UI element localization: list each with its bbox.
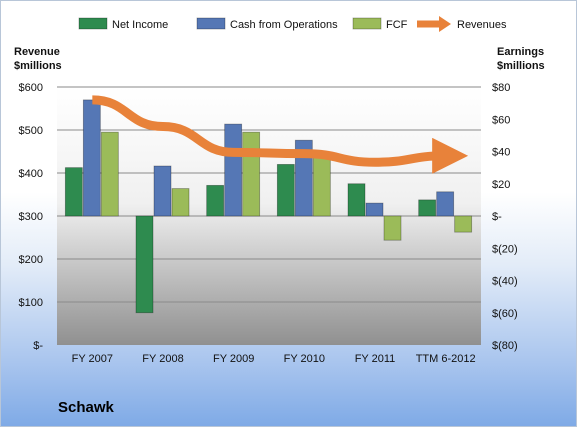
revenue-line: [92, 95, 469, 174]
bar-cash-from-operations: [153, 165, 172, 217]
bar-cash-from-operations: [224, 123, 243, 217]
x-tick-label: FY 2009: [213, 353, 254, 365]
x-tick-label: FY 2010: [284, 353, 325, 365]
bar-cash-from-operations: [436, 191, 455, 217]
legend-arrow-icon: [439, 16, 451, 32]
left-axis-title: Revenue $millions: [14, 45, 62, 73]
x-tick-label: FY 2007: [72, 353, 113, 365]
left-tick-label: $400: [19, 168, 43, 180]
x-tick-label: FY 2011: [355, 353, 396, 365]
bar-fcf: [242, 131, 261, 217]
legend-swatch-fcf: [352, 17, 382, 30]
right-tick-label: $80: [492, 82, 510, 94]
right-axis-title-line2: $millions: [497, 60, 545, 72]
bar-fcf: [454, 215, 473, 233]
legend-label: FCF: [386, 19, 408, 31]
bar-fcf: [100, 131, 119, 217]
left-tick-label: $100: [19, 297, 43, 309]
x-tick-label: FY 2008: [142, 353, 183, 365]
bar-fcf: [312, 155, 331, 217]
left-tick-label: $200: [19, 254, 43, 266]
bar-net-income: [64, 167, 83, 217]
x-tick-label: TTM 6-2012: [416, 353, 476, 365]
bar-net-income: [276, 163, 295, 217]
right-tick-label: $(40): [492, 276, 518, 288]
company-name: Schawk: [58, 399, 114, 416]
bar-net-income: [135, 215, 154, 314]
legend-label: Revenues: [457, 19, 507, 31]
bar-net-income: [347, 183, 366, 217]
bar-fcf: [171, 188, 190, 217]
legend-label: Net Income: [112, 19, 168, 31]
legend-label: Cash from Operations: [230, 19, 338, 31]
legend-swatch-cash-from-operations: [196, 17, 226, 30]
right-tick-label: $(20): [492, 243, 518, 255]
legend-swatch-net-income: [78, 17, 108, 30]
right-tick-label: $20: [492, 179, 510, 191]
bar-cash-from-operations: [294, 139, 313, 217]
right-tick-label: $(80): [492, 340, 518, 352]
bar-net-income: [206, 184, 225, 217]
left-tick-label: $300: [19, 211, 43, 223]
right-tick-label: $60: [492, 114, 510, 126]
bar-fcf: [383, 215, 402, 241]
left-axis-title-line1: Revenue: [14, 46, 60, 58]
right-tick-label: $(60): [492, 308, 518, 320]
bar-cash-from-operations: [82, 99, 101, 217]
right-axis-title-line1: Earnings: [497, 46, 545, 58]
left-tick-label: $-: [33, 340, 43, 352]
bar-net-income: [418, 199, 437, 217]
right-tick-label: $-: [492, 211, 502, 223]
right-axis-title: Earnings $millions: [497, 45, 545, 73]
left-tick-label: $600: [19, 82, 43, 94]
left-axis-title-line2: $millions: [14, 60, 62, 72]
right-tick-label: $40: [492, 147, 510, 159]
bar-cash-from-operations: [365, 202, 384, 217]
left-tick-label: $500: [19, 125, 43, 137]
